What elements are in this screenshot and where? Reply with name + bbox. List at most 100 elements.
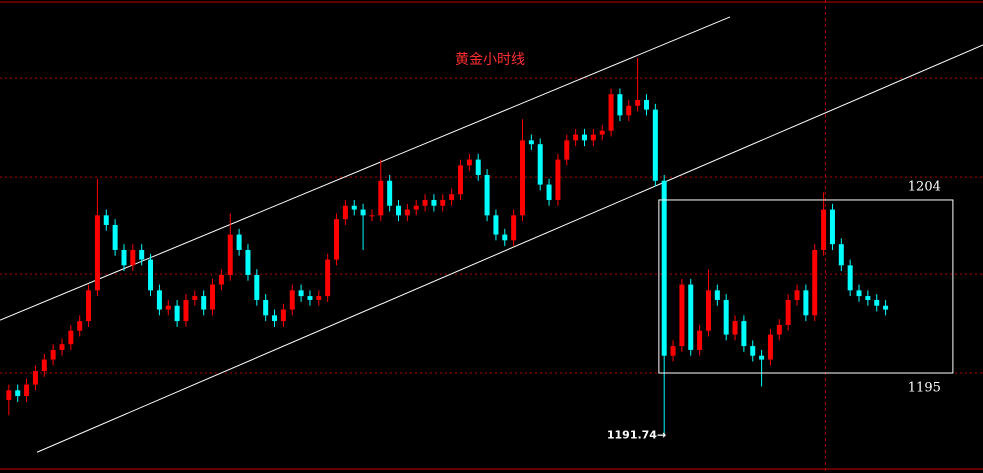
candle-body [679, 284, 685, 347]
candle-body [829, 209, 835, 245]
candle-body [785, 299, 791, 325]
candle-body [626, 105, 632, 116]
candle-body [493, 215, 499, 235]
range-bottom-label: 1195 [908, 381, 941, 396]
candle-body [289, 290, 295, 310]
candle-body [767, 334, 773, 360]
candle-body [741, 321, 747, 347]
candle-body [856, 290, 862, 297]
candle-body [581, 134, 587, 141]
candle-body [148, 259, 154, 291]
candle-body [369, 215, 375, 217]
candle-body [32, 371, 38, 385]
candle-body [821, 209, 827, 250]
candle-body [759, 355, 765, 360]
candle-body [688, 284, 694, 350]
candle-body [812, 249, 818, 316]
candle-body [342, 205, 348, 220]
candle-body [466, 159, 472, 166]
candle-body [59, 344, 65, 350]
candle-body [272, 315, 278, 322]
candle-body [635, 99, 641, 106]
candle-body [750, 346, 756, 356]
candle-body [396, 205, 402, 216]
candle-body [183, 299, 189, 322]
candle-body [511, 215, 517, 241]
range-top-label: 1204 [908, 179, 941, 194]
candle-body [661, 180, 667, 356]
candle-body [528, 140, 534, 145]
candle-body [227, 234, 233, 275]
candle-body [174, 305, 180, 322]
candle-body [165, 305, 171, 310]
candle-body [723, 299, 729, 335]
chart-title: 黄金小时线 [455, 51, 525, 68]
candle-body [15, 390, 21, 397]
candle-body [431, 199, 437, 206]
candle-body [325, 259, 331, 297]
candle-body [794, 290, 800, 300]
candle-body [803, 290, 809, 316]
range-box [658, 199, 954, 374]
candle-body [422, 199, 428, 206]
low-marker-label: 1191.74→ [607, 429, 666, 442]
candle-body [413, 205, 419, 210]
candle-body [705, 290, 711, 331]
candle-body [643, 99, 649, 110]
candle-body [50, 349, 56, 360]
candle-body [245, 249, 251, 275]
candle-body [360, 209, 366, 216]
candle-body [573, 134, 579, 141]
candle-body [590, 134, 596, 141]
candle-body [316, 296, 322, 300]
candle-body [121, 249, 127, 266]
candle-body [112, 224, 118, 250]
candle-body [449, 194, 455, 200]
candle-body [537, 144, 543, 185]
candle-body [254, 274, 260, 300]
candle-body [103, 215, 109, 225]
candle-body [210, 284, 216, 310]
candle-body [670, 346, 676, 356]
candle-body [307, 296, 313, 300]
candle-body [440, 199, 446, 206]
candle-body [192, 296, 198, 300]
candle-body [883, 305, 889, 310]
candle-body [874, 299, 880, 306]
candle-body [86, 290, 92, 322]
candle-body [502, 234, 508, 241]
candle-body [130, 249, 136, 266]
candle-body [77, 321, 83, 331]
candle-body [546, 184, 552, 200]
candle-body [484, 174, 490, 216]
candle-body [776, 324, 782, 335]
candle-body [201, 296, 207, 310]
candle-body [555, 159, 561, 200]
candle-body [263, 299, 269, 316]
candle-body [387, 180, 393, 206]
candle-body [847, 265, 853, 291]
candle-body [714, 290, 720, 300]
candle-body [298, 290, 304, 297]
candle-body [24, 384, 30, 397]
candle-body [280, 309, 286, 322]
candle-body [351, 205, 357, 210]
candle-body [564, 140, 570, 160]
candle-body [617, 94, 623, 116]
candle-body [608, 94, 614, 131]
candle-body [599, 130, 605, 135]
candle-body [378, 180, 384, 216]
candle-body [156, 290, 162, 310]
candle-body [236, 234, 242, 250]
candle-body [218, 274, 224, 285]
candle-body [865, 296, 871, 300]
candle-body [6, 390, 12, 400]
candle-body [68, 330, 74, 345]
candle-body [41, 359, 47, 372]
trend-line [36, 44, 983, 453]
candle-body [334, 219, 340, 260]
trend-line [0, 16, 731, 321]
